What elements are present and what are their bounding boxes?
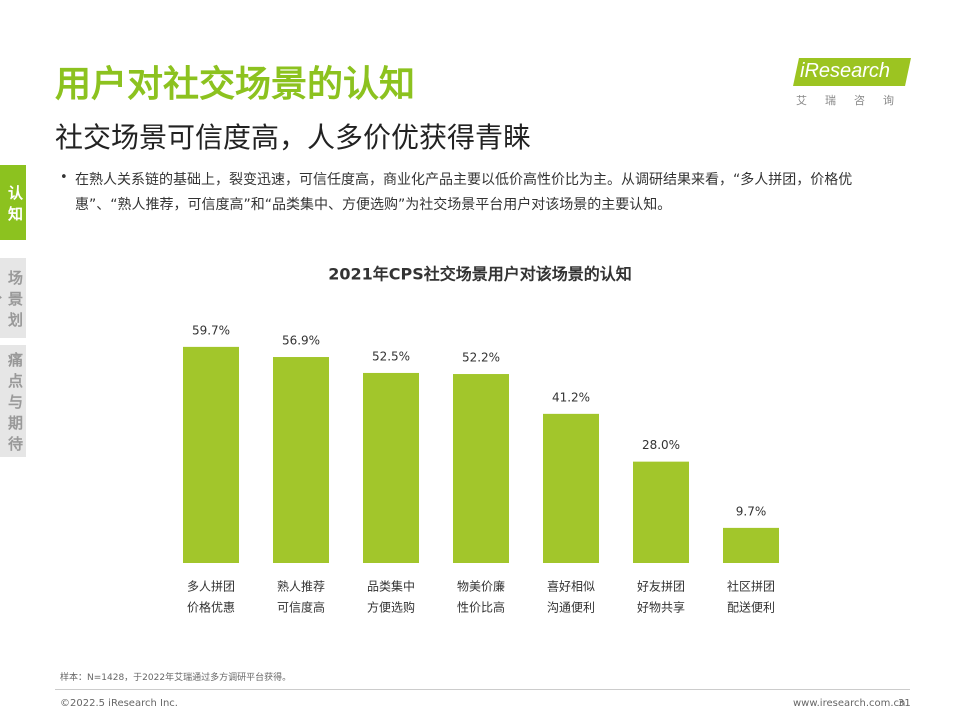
x-tick-label: 方便选购 xyxy=(367,600,415,615)
tab[interactable]: 痛点与期待 xyxy=(0,345,26,457)
copyright: ©2022.5 iResearch Inc. xyxy=(60,698,178,709)
bar xyxy=(363,372,419,563)
value-label: 52.2% xyxy=(462,351,500,365)
x-tick-label: 配送便利 xyxy=(727,600,775,615)
x-tick-label: 社区拼团 xyxy=(727,579,775,594)
value-label: 56.9% xyxy=(282,334,320,348)
value-label: 41.2% xyxy=(552,390,590,404)
chart-title: 2021年CPS社交场景用户对该场景的认知 xyxy=(328,265,632,284)
bar xyxy=(183,346,239,563)
x-tick-label: 熟人推荐 xyxy=(277,579,325,594)
note: 样本：N=1428，于2022年艾瑞通过多方调研平台获得。 xyxy=(60,673,292,683)
bar xyxy=(273,357,329,563)
value-label: 28.0% xyxy=(642,438,680,452)
x-tick-label: 性价比高 xyxy=(457,600,505,615)
site: www.iresearch.com.cn xyxy=(793,698,906,709)
tab[interactable]: 场景划分 xyxy=(0,258,26,338)
x-tick-label: 物美价廉 xyxy=(457,579,505,594)
bullet-text: 在熟人关系链的基础上，裂变迅速，可信任度高，商业化产品主要以低价高性价比为主。从… xyxy=(75,172,853,213)
x-tick-label: 品类集中 xyxy=(367,579,415,594)
x-tick-label: 可信度高 xyxy=(277,600,325,615)
x-tick-label: 好友拼团 xyxy=(637,580,685,594)
bar xyxy=(633,461,689,563)
bullet-dot: • xyxy=(60,170,68,185)
bar xyxy=(723,527,779,563)
x-tick-label: 喜好相似 xyxy=(547,580,595,594)
x-tick-label: 好物共享 xyxy=(637,600,685,615)
footer-line xyxy=(55,689,910,690)
bar xyxy=(543,413,599,563)
x-tick-label: 沟通便利 xyxy=(547,601,595,615)
value-label: 59.7% xyxy=(192,323,230,337)
logo: iResearch xyxy=(800,60,891,82)
x-tick-label: 多人拼团 xyxy=(187,580,235,594)
subtitle: 社交场景可信度高，人多价优获得青睐 xyxy=(55,121,532,154)
page-number: 31 xyxy=(898,698,911,709)
x-tick-label: 价格优惠 xyxy=(187,600,235,615)
tab[interactable]: 认知 xyxy=(0,165,26,240)
logo-sub: 艾瑞咨询 xyxy=(796,94,912,107)
bar xyxy=(453,374,509,563)
title: 用户对社交场景的认知 xyxy=(55,64,416,105)
value-label: 9.7% xyxy=(736,504,767,518)
value-label: 52.5% xyxy=(372,349,410,363)
